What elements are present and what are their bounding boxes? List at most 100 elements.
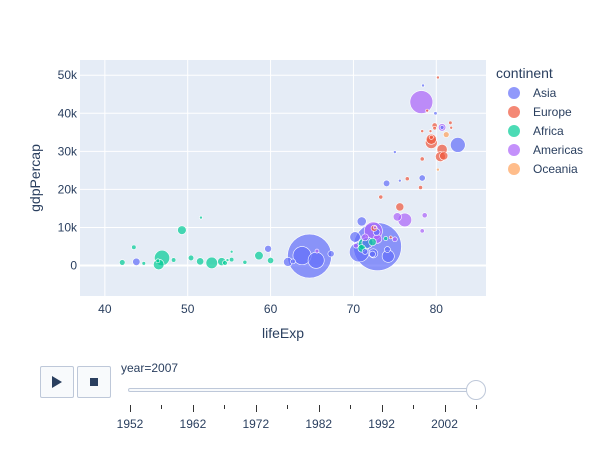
bubble-asia[interactable]	[382, 179, 391, 187]
bubble-asia[interactable]	[384, 246, 391, 253]
bubble-oceania[interactable]	[442, 131, 450, 138]
legend-title: continent	[496, 65, 553, 81]
slider-tick	[318, 405, 320, 412]
bubble-oceania[interactable]	[436, 167, 440, 172]
legend-marker-oceania[interactable]	[508, 163, 520, 175]
bubble-africa[interactable]	[267, 257, 275, 264]
bubble-americas[interactable]	[314, 248, 320, 254]
stop-button[interactable]	[77, 366, 111, 398]
bubble-africa[interactable]	[171, 257, 177, 263]
bubble-africa[interactable]	[119, 259, 126, 266]
slider-tick	[130, 405, 131, 412]
y-tick-label: 20k	[58, 182, 78, 196]
stop-icon	[90, 378, 98, 386]
bubble-asia[interactable]	[398, 178, 402, 183]
bubble-asia[interactable]	[349, 231, 361, 243]
bubble-europe[interactable]	[420, 129, 425, 134]
legend-marker-asia[interactable]	[508, 87, 520, 99]
slider-tick	[224, 405, 226, 409]
play-icon	[52, 376, 62, 388]
bubble-europe[interactable]	[432, 125, 437, 131]
bubble-asia[interactable]	[421, 83, 425, 88]
bubble-europe[interactable]	[404, 176, 410, 182]
bubble-africa[interactable]	[229, 249, 234, 254]
slider-tick-label: 1962	[179, 417, 207, 431]
bubble-europe[interactable]	[428, 134, 434, 140]
bubble-europe[interactable]	[425, 108, 429, 113]
x-axis-ticks: 40 50 60 70 80	[98, 302, 443, 316]
bubble-asia[interactable]	[264, 245, 272, 253]
bubble-europe[interactable]	[428, 129, 433, 133]
legend-label-americas[interactable]: Americas	[533, 143, 583, 157]
bubble-africa[interactable]	[196, 257, 205, 266]
bubble-europe[interactable]	[388, 235, 393, 240]
bubble-asia[interactable]	[439, 125, 445, 130]
x-tick-label: 80	[430, 302, 444, 316]
slider-tick	[381, 405, 383, 412]
bubble-asia[interactable]	[418, 174, 426, 182]
legend-label-europe[interactable]: Europe	[533, 105, 572, 119]
slider-tick-label: 1982	[305, 417, 333, 431]
bubble-americas[interactable]	[361, 233, 369, 242]
bubble-europe[interactable]	[419, 156, 425, 162]
bubble-africa[interactable]	[242, 259, 248, 265]
legend-label-asia[interactable]: Asia	[533, 86, 557, 100]
bubble-asia[interactable]	[356, 216, 367, 227]
legend-marker-americas[interactable]	[508, 144, 520, 156]
bubble-americas[interactable]	[409, 90, 434, 114]
y-tick-label: 10k	[58, 220, 78, 234]
legend-label-africa[interactable]: Africa	[533, 124, 564, 138]
slider-tick	[413, 405, 415, 409]
bubble-asia[interactable]	[327, 250, 335, 258]
bubble-europe[interactable]	[436, 75, 440, 80]
bubble-africa[interactable]	[222, 260, 228, 266]
play-button[interactable]	[40, 366, 74, 398]
bubble-americas[interactable]	[373, 225, 377, 230]
bubble-asia[interactable]	[433, 111, 438, 116]
bubble-europe[interactable]	[439, 151, 449, 161]
bubble-africa[interactable]	[199, 215, 203, 220]
bubble-asia[interactable]	[393, 150, 397, 154]
bubble-americas[interactable]	[392, 212, 402, 222]
bubble-europe[interactable]	[448, 120, 453, 125]
bubble-asia[interactable]	[290, 258, 296, 265]
bubble-africa[interactable]	[205, 256, 218, 270]
bubble-asia[interactable]	[450, 137, 466, 153]
bubble-asia[interactable]	[361, 248, 369, 255]
bubble-africa[interactable]	[177, 225, 187, 235]
bubble-europe[interactable]	[418, 185, 423, 190]
legend-marker-europe[interactable]	[508, 106, 520, 118]
bubble-africa[interactable]	[383, 236, 389, 241]
bubble-africa[interactable]	[131, 244, 137, 250]
slider-rail[interactable]	[128, 388, 484, 392]
bubble-africa[interactable]	[225, 258, 230, 262]
bubble-europe[interactable]	[449, 125, 454, 130]
slider-tick	[444, 405, 446, 412]
bubble-asia[interactable]	[369, 250, 376, 258]
slider-tick	[476, 405, 477, 409]
slider-tick	[287, 405, 289, 409]
slider-knob[interactable]	[466, 380, 486, 400]
bubble-africa[interactable]	[155, 258, 161, 264]
bubbles[interactable]	[119, 75, 466, 279]
bubble-africa[interactable]	[141, 261, 146, 266]
bubble-americas[interactable]	[392, 236, 398, 243]
bubble-africa[interactable]	[254, 251, 264, 261]
bubble-europe[interactable]	[395, 202, 405, 212]
bubble-americas[interactable]	[353, 243, 359, 249]
legend[interactable]: Asia Europe Africa Americas Oceania	[508, 86, 583, 176]
bubble-europe[interactable]	[378, 194, 384, 200]
bubble-asia[interactable]	[307, 251, 325, 269]
slider-tick-label: 1992	[368, 417, 395, 431]
bubble-africa[interactable]	[187, 254, 195, 262]
slider-tick-label: 1952	[116, 417, 144, 431]
bubble-americas[interactable]	[419, 228, 425, 234]
bubble-africa[interactable]	[229, 257, 235, 263]
bubble-americas[interactable]	[421, 212, 428, 219]
y-tick-label: 30k	[58, 144, 78, 158]
bubble-africa[interactable]	[368, 237, 377, 247]
legend-marker-africa[interactable]	[508, 125, 520, 137]
bubble-asia[interactable]	[132, 257, 141, 266]
legend-label-oceania[interactable]: Oceania	[533, 162, 578, 176]
